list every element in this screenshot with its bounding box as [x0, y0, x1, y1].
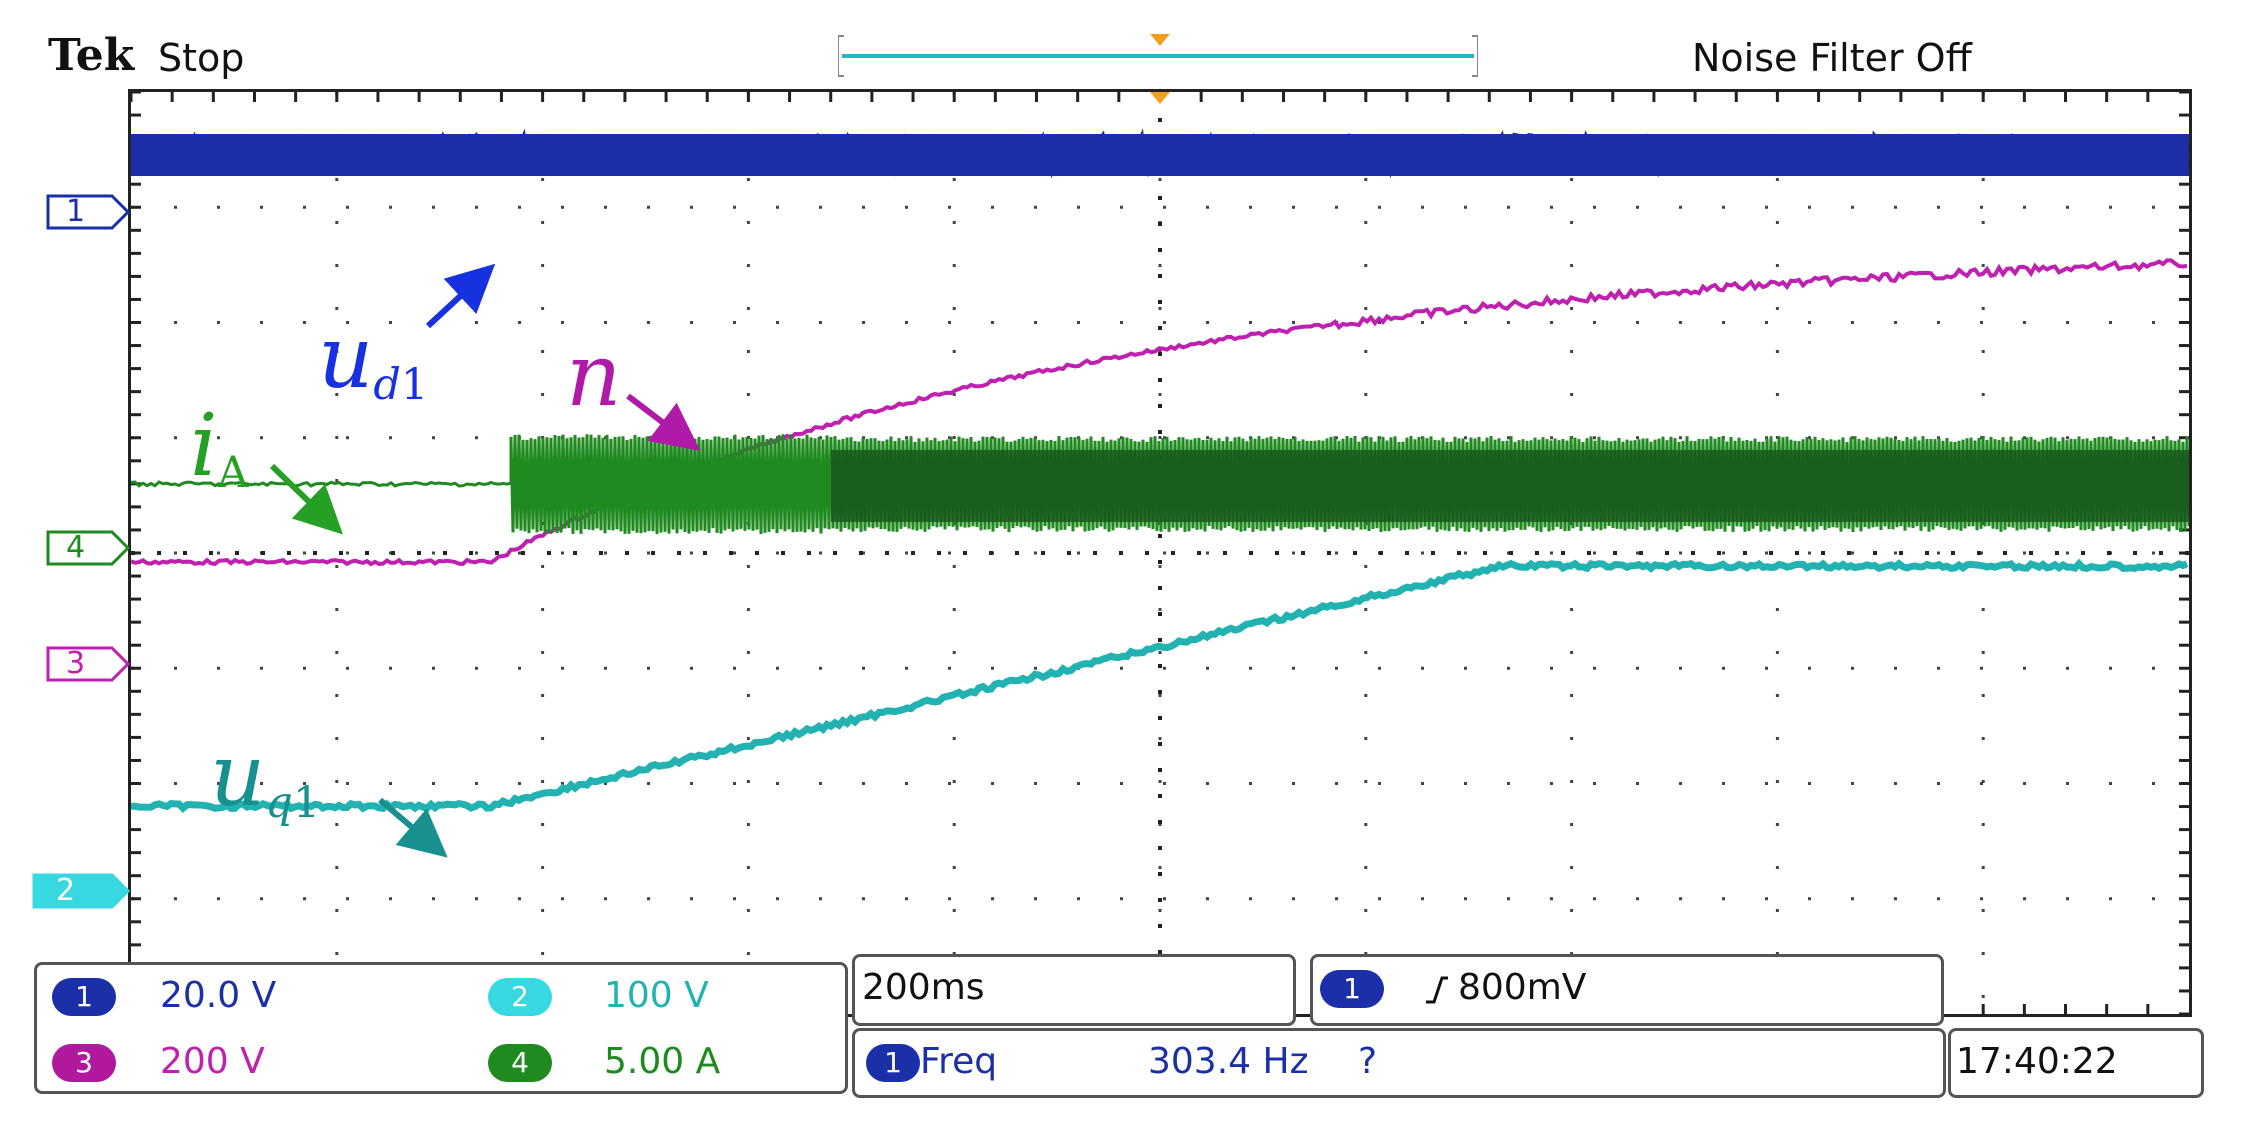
- brand-logo: Tek: [48, 30, 135, 81]
- timebase-panel[interactable]: [852, 954, 1296, 1026]
- ch4-marker-number: 4: [66, 530, 86, 565]
- ch1-ground-marker[interactable]: 1: [0, 192, 130, 232]
- ch1-scale-value: 20.0 V: [160, 975, 277, 1016]
- measurement-label: Freq: [920, 1041, 998, 1082]
- ch1-scale-badge[interactable]: 1: [52, 978, 116, 1016]
- record-position-bar[interactable]: [838, 30, 1478, 82]
- label-n: n: [566, 326, 622, 426]
- ch4-trace-dense-band: [831, 450, 2189, 522]
- trigger-panel[interactable]: [1310, 954, 1944, 1026]
- ch3-scale-value: 200 V: [160, 1041, 265, 1082]
- ch3-scale-badge[interactable]: 3: [52, 1044, 116, 1082]
- ch3-trace: [130, 258, 2188, 567]
- rising-edge-icon: [1426, 976, 1448, 1004]
- ch4-ground-marker[interactable]: 4: [0, 528, 130, 568]
- ch4-scale-value: 5.00 A: [604, 1041, 721, 1082]
- label-ud1: ud1: [318, 308, 429, 411]
- ch1-trace: [129, 128, 2191, 179]
- timebase-value: 200ms: [862, 967, 985, 1008]
- ch3-ground-marker[interactable]: 3: [0, 644, 130, 684]
- clock-panel: [1948, 1028, 2204, 1098]
- ch2-trace: [130, 558, 2189, 814]
- ch2-scale-badge[interactable]: 2: [488, 978, 552, 1016]
- trigger-position-icon: [1150, 34, 1170, 46]
- ch2-marker-number: 2: [56, 873, 76, 908]
- measurement-source-badge: 1: [866, 1044, 920, 1082]
- label-uq1: uq1: [210, 726, 321, 829]
- ch4-trace: [129, 434, 2191, 535]
- scope-display[interactable]: [128, 89, 2192, 1017]
- measurement-status: ?: [1358, 1041, 1378, 1082]
- measurement-value: 303.4 Hz: [1148, 1041, 1309, 1082]
- label-ia: iA: [190, 396, 249, 499]
- ch2-scale-value: 100 V: [604, 975, 709, 1016]
- ch3-marker-number: 3: [66, 646, 86, 681]
- noise-filter-status: Noise Filter Off: [1692, 36, 1972, 80]
- measurement-panel[interactable]: [852, 1028, 1946, 1098]
- channel-scale-panel: [34, 962, 848, 1094]
- ch2-ground-marker[interactable]: 2: [0, 871, 130, 911]
- clock-time: 17:40:22: [1956, 1041, 2118, 1082]
- trigger-level: 800mV: [1458, 967, 1587, 1008]
- waveform-plot: [129, 90, 2191, 1016]
- trigger-source-badge: 1: [1320, 970, 1384, 1008]
- ch1-marker-number: 1: [66, 194, 86, 229]
- trigger-time-icon: [1150, 92, 1170, 104]
- run-state[interactable]: Stop: [158, 36, 245, 80]
- top-bar: Tek Stop Noise Filter Off: [0, 0, 2243, 86]
- ch4-scale-badge[interactable]: 4: [488, 1044, 552, 1082]
